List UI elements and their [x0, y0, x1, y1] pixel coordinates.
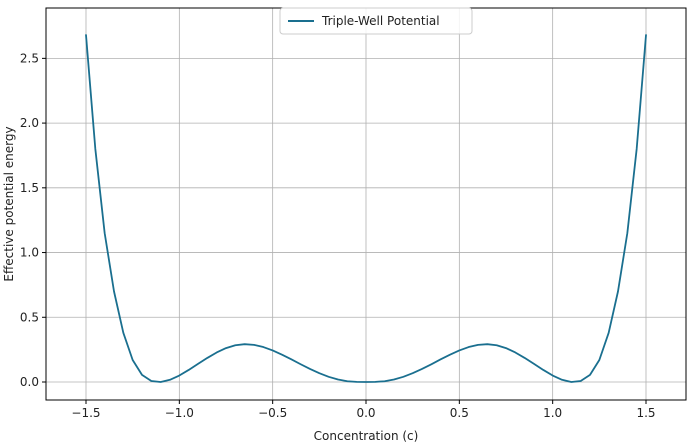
- grid: [46, 8, 686, 400]
- y-tick-label: 1.0: [20, 246, 39, 260]
- x-tick-label: −1.0: [165, 406, 194, 420]
- series-line-triple-well: [85, 34, 647, 383]
- y-tick-label: 2.0: [20, 116, 39, 130]
- y-tick-label: 1.5: [20, 181, 39, 195]
- legend-box: [279, 7, 473, 35]
- legend-label-triple-well: Triple-Well Potential: [321, 14, 440, 28]
- x-tick-label: 1.5: [636, 406, 655, 420]
- x-tick-label: 1.0: [543, 406, 562, 420]
- x-axis-ticks: −1.5 −1.0 −0.5 0.0 0.5 1.0 1.5: [71, 400, 656, 420]
- y-tick-label: 0.5: [20, 310, 39, 324]
- x-tick-label: 0.5: [450, 406, 469, 420]
- x-axis-label: Concentration (c): [314, 429, 419, 443]
- x-tick-label: −1.5: [71, 406, 100, 420]
- x-tick-label: 0.0: [356, 406, 375, 420]
- legend: Triple-Well Potential: [279, 7, 473, 35]
- x-tick-label: −0.5: [258, 406, 287, 420]
- y-axis-ticks: 0.0 0.5 1.0 1.5 2.0 2.5: [20, 51, 46, 389]
- y-tick-label: 2.5: [20, 51, 39, 65]
- y-axis-label: Effective potential energy: [2, 126, 16, 281]
- y-tick-label: 0.0: [20, 375, 39, 389]
- series-layer: [85, 34, 647, 383]
